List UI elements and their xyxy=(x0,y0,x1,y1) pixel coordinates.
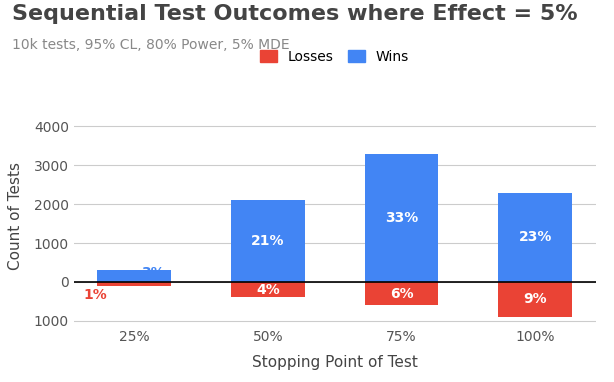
Bar xyxy=(365,154,438,282)
Bar xyxy=(231,200,305,282)
Text: 23%: 23% xyxy=(518,230,552,244)
Text: 9%: 9% xyxy=(523,293,547,306)
X-axis label: Stopping Point of Test: Stopping Point of Test xyxy=(252,354,418,370)
Bar xyxy=(98,282,171,286)
Text: 6%: 6% xyxy=(390,286,413,301)
Bar xyxy=(499,282,572,317)
Text: 3%: 3% xyxy=(141,266,165,280)
Bar xyxy=(365,282,438,305)
Text: Sequential Test Outcomes where Effect = 5%: Sequential Test Outcomes where Effect = … xyxy=(12,4,578,24)
Y-axis label: Count of Tests: Count of Tests xyxy=(7,162,23,270)
Legend: Losses, Wins: Losses, Wins xyxy=(255,44,414,70)
Bar xyxy=(231,282,305,298)
Text: 4%: 4% xyxy=(256,283,280,297)
Text: 21%: 21% xyxy=(251,234,284,248)
Bar xyxy=(499,193,572,282)
Text: 33%: 33% xyxy=(385,211,418,225)
Text: 10k tests, 95% CL, 80% Power, 5% MDE: 10k tests, 95% CL, 80% Power, 5% MDE xyxy=(12,38,290,52)
Text: 1%: 1% xyxy=(84,288,107,302)
Bar xyxy=(98,270,171,282)
